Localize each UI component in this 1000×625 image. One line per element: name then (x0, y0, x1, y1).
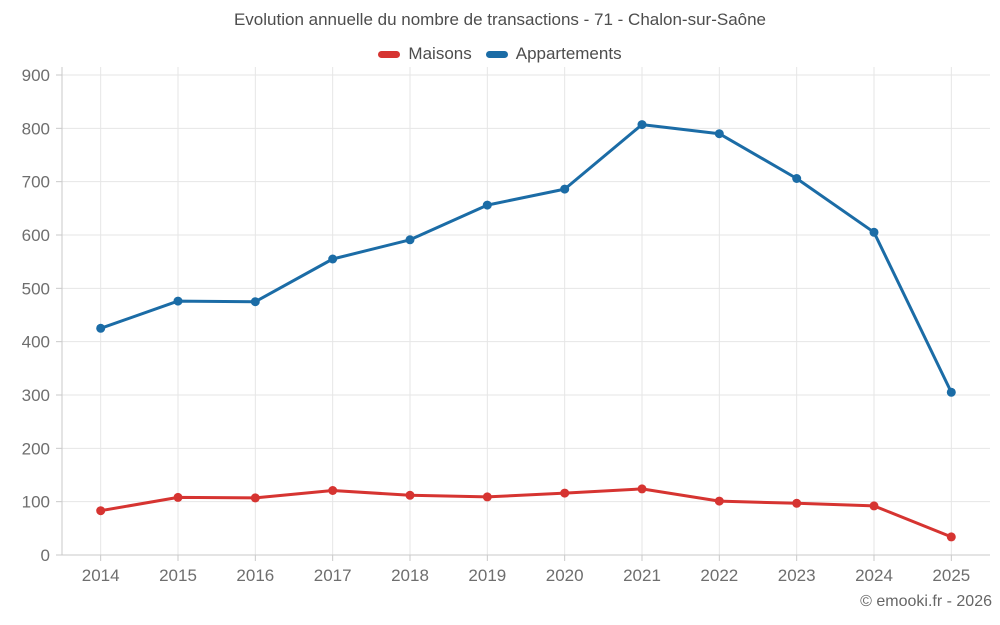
y-axis-tick-label: 0 (41, 546, 50, 565)
x-axis-tick-label: 2014 (82, 566, 120, 585)
data-point-appartements-2019[interactable] (482, 200, 492, 210)
series-line-maisons (99, 487, 953, 539)
data-point-maisons-2021[interactable] (637, 484, 647, 494)
x-axis-tick-label: 2023 (778, 566, 816, 585)
y-axis-tick-label: 800 (22, 119, 50, 138)
y-axis-tick-label: 100 (22, 493, 50, 512)
x-axis-tick-label: 2020 (546, 566, 584, 585)
data-point-appartements-2023[interactable] (792, 174, 802, 183)
data-point-appartements-2020[interactable] (560, 184, 570, 194)
legend-label-maisons: Maisons (408, 44, 472, 63)
data-point-appartements-2018[interactable] (405, 235, 415, 245)
legend-item-maisons[interactable]: Maisons (378, 44, 472, 64)
x-axis-tick-label: 2017 (314, 566, 352, 585)
data-point-appartements-2021[interactable] (637, 120, 647, 130)
x-axis-tick-label: 2021 (623, 566, 661, 585)
data-point-maisons-2016[interactable] (250, 493, 260, 503)
series-line-appartements (99, 123, 953, 394)
x-axis-tick-label: 2015 (159, 566, 197, 585)
y-axis-tick-label: 500 (22, 279, 50, 298)
data-point-appartements-2015[interactable] (173, 296, 183, 306)
x-axis-tick-label: 2018 (391, 566, 429, 585)
x-axis-tick-label: 2019 (468, 566, 506, 585)
data-point-maisons-2023[interactable] (792, 498, 802, 508)
y-axis-tick-label: 900 (22, 66, 50, 85)
data-point-appartements-2022[interactable] (714, 129, 724, 139)
data-point-appartements-2024[interactable] (869, 227, 879, 237)
data-point-appartements-2017[interactable] (328, 254, 338, 264)
data-point-maisons-2014[interactable] (96, 506, 106, 516)
data-point-appartements-2016[interactable] (250, 297, 260, 307)
y-axis-tick-label: 600 (22, 226, 50, 245)
x-axis-tick-label: 2024 (855, 566, 893, 585)
y-axis-tick-label: 300 (22, 386, 50, 405)
data-point-appartements-2014[interactable] (96, 323, 106, 333)
x-axis-tick-label: 2025 (932, 566, 970, 585)
data-point-maisons-2020[interactable] (560, 488, 570, 498)
appartements-legend-marker-icon (485, 50, 508, 58)
data-point-maisons-2019[interactable] (482, 492, 492, 502)
chart-legend: Maisons Appartements (0, 44, 1000, 64)
data-point-maisons-2025[interactable] (946, 532, 956, 542)
legend-label-appartements: Appartements (515, 44, 622, 63)
data-point-appartements-2025[interactable] (946, 387, 956, 397)
y-axis-tick-label: 400 (22, 333, 50, 352)
copyright-text: © emooki.fr - 2026 (860, 593, 992, 610)
maisons-legend-marker-icon (378, 50, 401, 58)
x-axis-tick-label: 2016 (236, 566, 274, 585)
legend-item-appartements[interactable]: Appartements (485, 44, 622, 64)
data-point-maisons-2024[interactable] (869, 501, 879, 511)
x-axis-tick-label: 2022 (700, 566, 738, 585)
data-point-maisons-2017[interactable] (328, 486, 338, 495)
data-point-maisons-2015[interactable] (173, 492, 183, 502)
y-axis-tick-label: 200 (22, 439, 50, 458)
data-point-maisons-2018[interactable] (405, 490, 415, 500)
chart-title: Evolution annuelle du nombre de transact… (233, 10, 767, 29)
data-point-maisons-2022[interactable] (714, 496, 724, 506)
y-axis-tick-label: 700 (22, 173, 50, 192)
